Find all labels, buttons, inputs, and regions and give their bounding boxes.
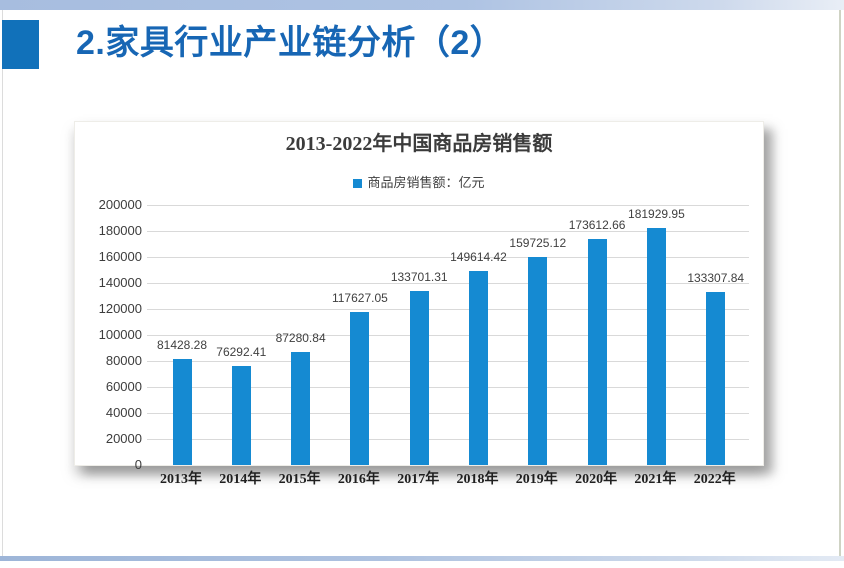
gridline bbox=[147, 361, 749, 362]
y-tick-label: 140000 bbox=[98, 275, 142, 290]
gridline bbox=[147, 439, 749, 440]
x-category-label: 2014年 bbox=[219, 472, 262, 487]
bar bbox=[528, 257, 548, 465]
chart-legend: 商品房销售额：亿元 bbox=[75, 174, 763, 192]
y-tick-label: 0 bbox=[134, 457, 142, 472]
bar bbox=[646, 228, 666, 465]
x-category-label: 2017年 bbox=[397, 472, 440, 487]
y-tick-label: 60000 bbox=[105, 379, 142, 394]
bar-value-label: 181929.95 bbox=[628, 207, 685, 222]
y-tick-label: 160000 bbox=[98, 249, 142, 264]
x-category-label: 2019年 bbox=[515, 472, 558, 487]
bar bbox=[587, 239, 607, 465]
bar bbox=[469, 270, 488, 465]
gridline bbox=[147, 257, 749, 258]
chart-title: 2013-2022年中国商品房销售额 bbox=[285, 133, 553, 155]
y-tick-label: 20000 bbox=[105, 431, 142, 446]
bar-value-label: 149614.42 bbox=[450, 249, 507, 264]
x-category-label: 2015年 bbox=[278, 472, 321, 487]
bar-value-label: 81428.28 bbox=[156, 338, 208, 353]
page-title: 2.家具行业产业链分析（2） bbox=[76, 24, 505, 62]
x-category-label: 2022年 bbox=[693, 472, 736, 487]
y-tick-label: 40000 bbox=[105, 405, 142, 420]
legend-swatch-icon bbox=[353, 178, 363, 188]
y-tick-label: 180000 bbox=[98, 223, 142, 238]
bar bbox=[231, 365, 251, 465]
x-category-label: 2018年 bbox=[456, 472, 499, 487]
gridline bbox=[147, 283, 749, 284]
legend-label: 商品房销售额：亿元 bbox=[367, 175, 485, 190]
gridline bbox=[147, 335, 749, 336]
title-accent-square bbox=[2, 20, 39, 69]
gridline bbox=[147, 387, 749, 388]
gridline bbox=[147, 309, 749, 310]
right-edge-line bbox=[839, 10, 841, 556]
x-category-label: 2013年 bbox=[160, 472, 202, 487]
plot-area: 200000 180000 160000 140000 120000 100000 8000… bbox=[75, 122, 763, 472]
bar-value-label: 173612.66 bbox=[568, 218, 626, 233]
bar bbox=[409, 291, 429, 465]
bar-value-label: 76292.41 bbox=[216, 344, 267, 359]
y-tick-label: 200000 bbox=[98, 197, 142, 212]
bar bbox=[350, 312, 370, 465]
x-category-label: 2020年 bbox=[575, 472, 618, 487]
gridline bbox=[147, 231, 749, 232]
y-tick-label: 80000 bbox=[105, 353, 142, 368]
y-tick-label: 100000 bbox=[98, 327, 142, 342]
bottom-accent-bar bbox=[0, 556, 844, 561]
bar-value-label: 133307.84 bbox=[687, 270, 745, 285]
left-edge-line bbox=[2, 10, 3, 556]
bar-value-label: 159725.12 bbox=[509, 236, 567, 251]
bar-value-label: 117627.05 bbox=[331, 291, 388, 306]
x-category-label: 2021年 bbox=[634, 472, 677, 487]
bar-value-label: 87280.84 bbox=[275, 330, 326, 345]
y-tick-label: 120000 bbox=[98, 301, 142, 316]
chart-panel: 2013-2022年中国商品房销售额 商品房销售额：亿元 200000 18000… bbox=[74, 121, 764, 472]
bar-value-label: 133701.31 bbox=[390, 270, 448, 285]
x-category-label: 2016年 bbox=[337, 472, 380, 487]
gridline bbox=[147, 205, 749, 206]
top-accent-bar bbox=[0, 0, 844, 10]
x-axis-labels: 2013年 2014年 2015年 2016年 2017年 2018年 2019年 2020年… bbox=[74, 471, 762, 493]
bar bbox=[172, 359, 192, 465]
bar bbox=[706, 291, 726, 465]
bar bbox=[291, 351, 311, 465]
gridline bbox=[147, 413, 749, 414]
